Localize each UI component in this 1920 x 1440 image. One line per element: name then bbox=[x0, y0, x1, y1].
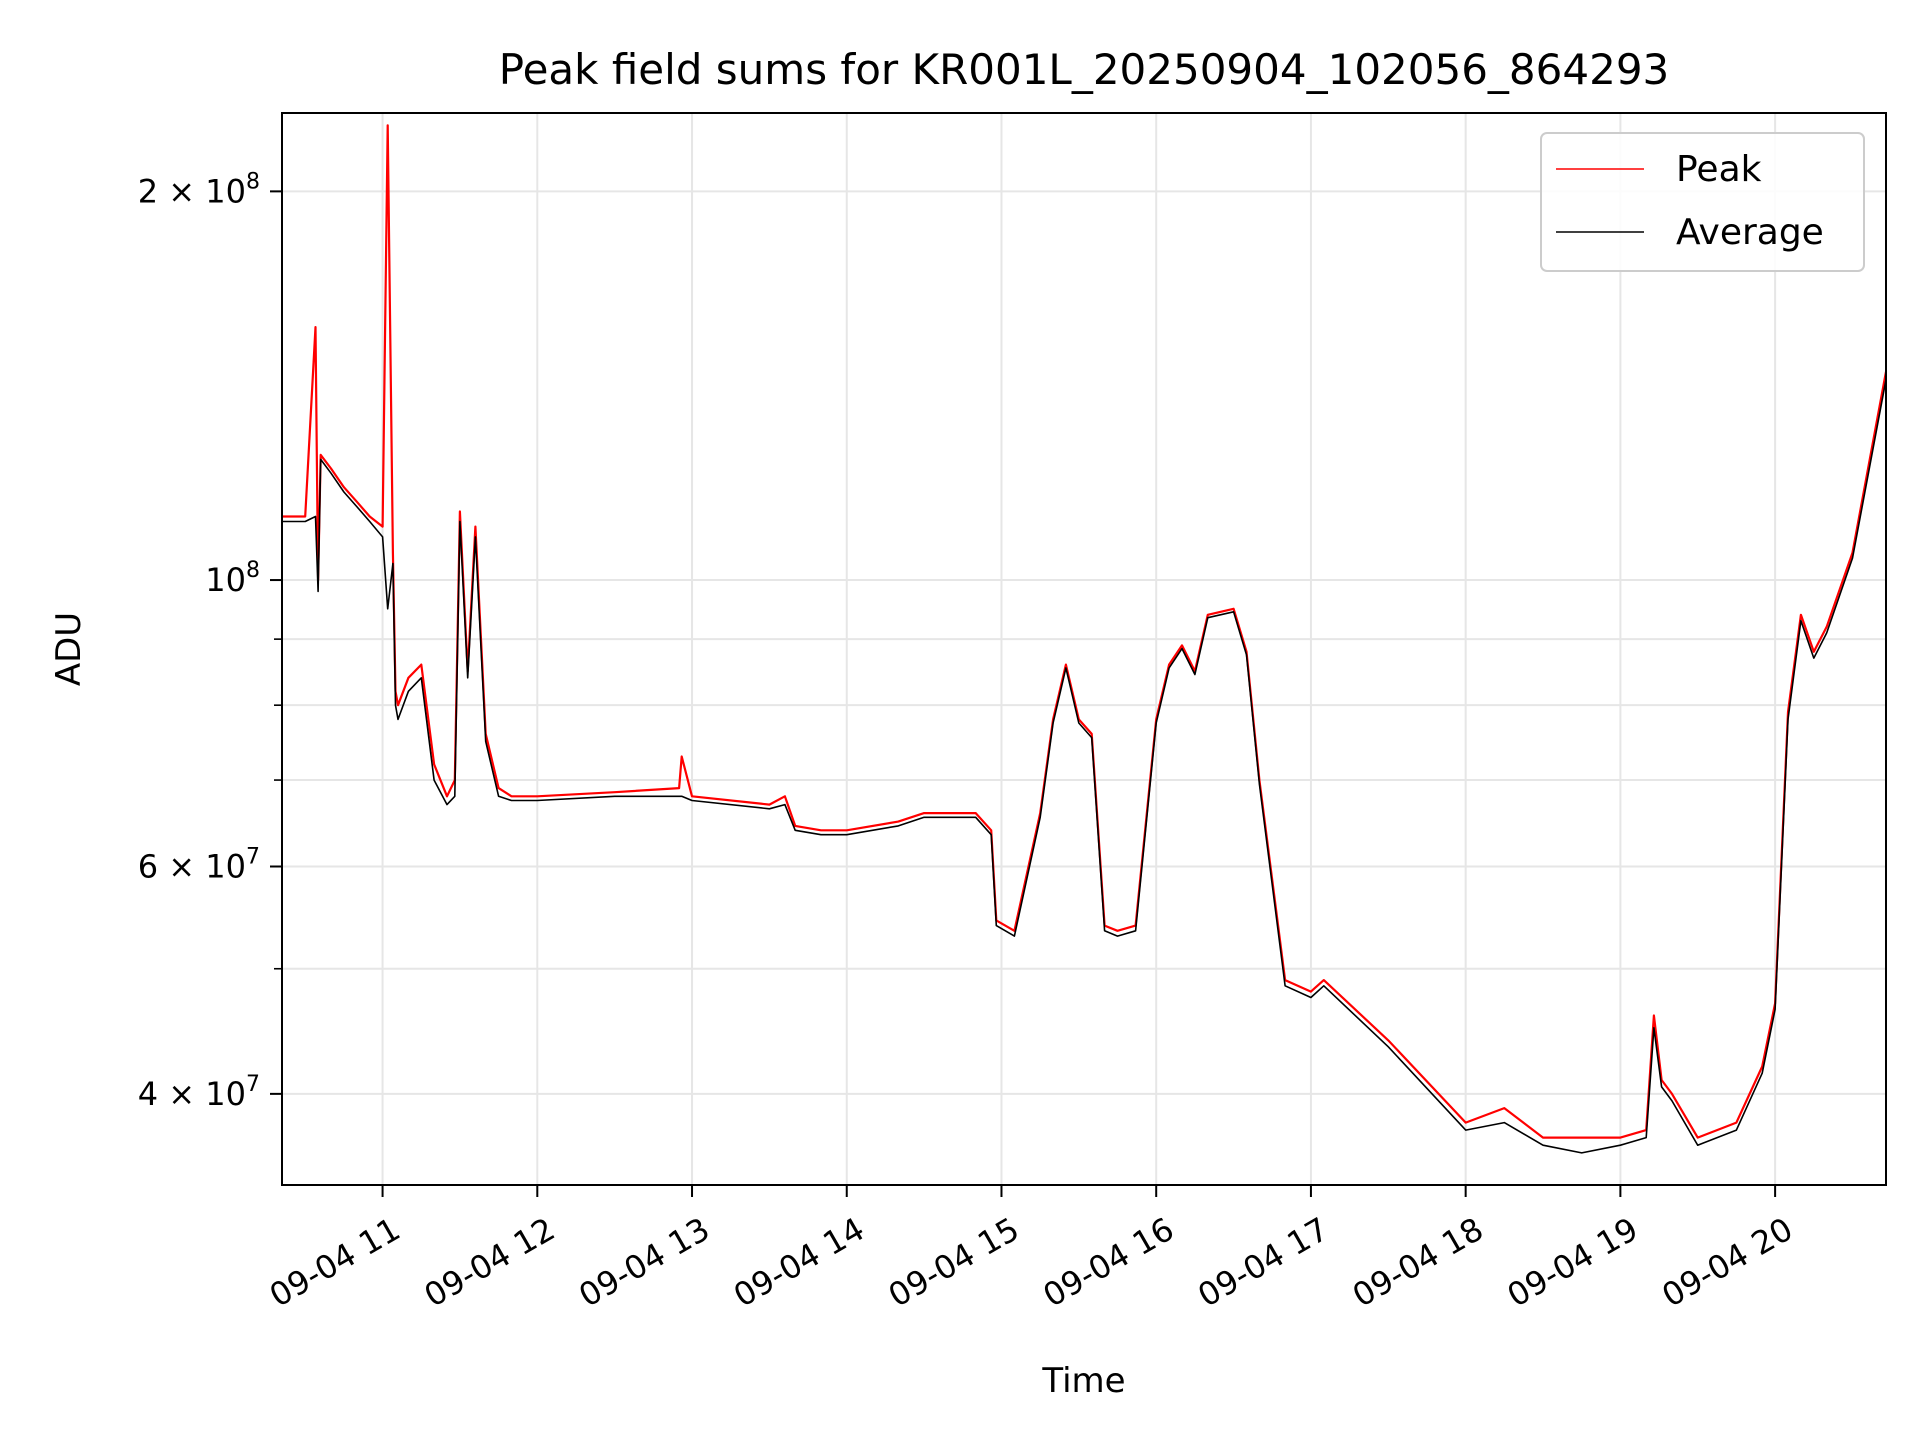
legend-label-average: Average bbox=[1676, 212, 1824, 253]
x-axis-label: Time bbox=[1041, 1361, 1125, 1401]
y-tick-label: 2 × 108 bbox=[138, 169, 260, 210]
legend: Peak Average bbox=[1540, 132, 1865, 272]
legend-box bbox=[1540, 132, 1865, 272]
plot-frame bbox=[281, 112, 1887, 1186]
legend-label-peak: Peak bbox=[1676, 149, 1762, 190]
y-axis-label: ADU bbox=[49, 612, 89, 686]
grid-layer bbox=[282, 113, 1886, 1185]
y-tick-label: 108 bbox=[205, 558, 260, 599]
series-line-peak bbox=[282, 124, 1888, 1139]
series-line-average bbox=[282, 379, 1887, 1154]
y-axis: 4 × 107 6 × 107 108 2 × 108 bbox=[138, 169, 282, 1113]
y-tick-label: 6 × 107 bbox=[138, 845, 260, 886]
series-layer bbox=[282, 124, 1888, 1154]
chart-title: Peak field sums for KR001L_20250904_1020… bbox=[499, 45, 1670, 94]
y-tick-label: 4 × 107 bbox=[138, 1072, 260, 1113]
